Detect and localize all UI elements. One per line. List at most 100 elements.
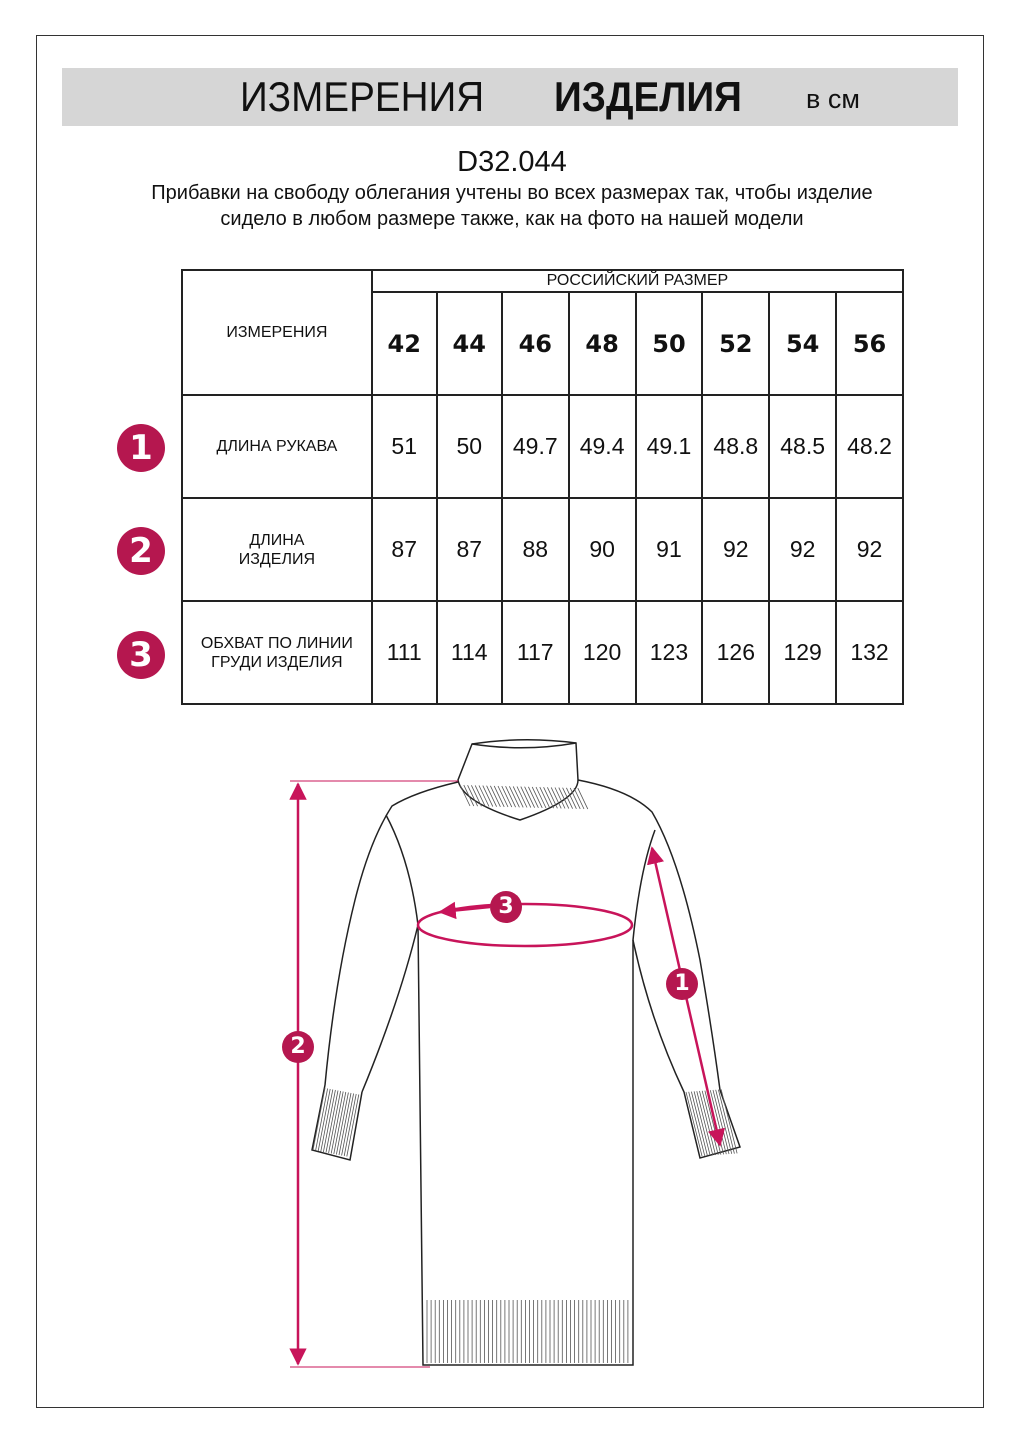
rib-line [501,785,513,808]
rib-line [317,1088,331,1152]
rib-line [524,786,535,808]
measurement-value: 87 [435,497,503,602]
rib-line [497,785,509,808]
rib-line [539,786,551,809]
rib-line [474,785,486,807]
rib-line [328,1090,341,1154]
rib-line [459,784,471,807]
rib-line [323,1089,336,1153]
rib-line [558,787,570,809]
row-label: ОБХВАТ ПО ЛИНИИ ГРУДИ ИЗДЕЛИЯ [181,600,373,705]
measurement-value: 91 [634,497,704,602]
title-regular: ИЗМЕРЕНИЯ [240,73,485,120]
row-label: ДЛИНА ИЗДЕЛИЯ [181,497,373,602]
rib-line [550,787,562,809]
size-table: ИЗМЕРЕНИЯ РОССИЙСКИЙ РАЗМЕР 42 44 46 48 50 52… [181,269,905,705]
product-code: D32.044 [457,146,567,178]
rib-line [528,786,539,808]
measurement-value: 49.7 [500,394,570,499]
measurement-value: 123 [634,600,704,705]
rib-line [482,785,494,807]
size-header: 44 [435,291,503,396]
dress-outline [311,738,741,1366]
rib-line [478,785,490,807]
rib-knit-texture [312,784,738,1363]
rib-line [467,785,478,807]
rib-line [336,1092,349,1155]
rib-line [505,786,516,808]
measurement-value: 48.5 [768,394,838,499]
size-header: 52 [701,291,771,396]
rib-line [535,786,547,809]
title-bold: ИЗДЕЛИЯ [554,73,742,120]
rib-line [325,1090,339,1153]
rib-line [577,787,589,810]
size-header: 56 [835,291,904,396]
fit-note: Прибавки на свободу облегания учтены во … [151,182,873,230]
rib-line [312,1087,326,1151]
rib-line [512,786,524,808]
measurement-value: 90 [567,497,637,602]
measurement-value: 120 [567,600,637,705]
measurement-value: 92 [835,497,904,602]
rib-line [554,787,566,809]
rib-line [509,786,520,808]
rib-line [543,787,554,809]
row-label: ДЛИНА РУКАВА [181,394,373,499]
measurement-value: 87 [370,497,438,602]
size-header: 42 [370,291,438,396]
unit-label: в см [806,84,860,114]
diagram-marker-1: 1 [666,968,698,1000]
measurement-value: 48.2 [835,394,904,499]
measurement-value: 92 [768,497,838,602]
measurement-value: 92 [701,497,771,602]
measurement-value: 126 [701,600,771,705]
rib-line [463,784,475,807]
rib-line [531,786,543,809]
chest-ellipse [416,902,634,948]
corner-label: ИЗМЕРЕНИЯ [181,269,373,396]
rib-line [569,787,581,810]
rib-line [486,785,497,807]
rib-line [493,785,505,808]
title-banner [62,68,958,126]
rib-line [338,1092,352,1156]
rib-line [320,1089,334,1152]
rib-line [520,786,532,808]
marker-badge-2: 2 [117,527,165,575]
size-header: 50 [634,291,704,396]
measurement-value: 129 [768,600,838,705]
rib-line [573,787,585,810]
rib-line [333,1091,347,1155]
size-header: 46 [500,291,570,396]
rib-line [516,786,528,808]
rib-line [315,1088,328,1151]
measurement-value: 51 [370,394,438,499]
marker-badge-3: 3 [117,631,165,679]
diagram-marker-3: 3 [490,891,522,923]
diagram-marker-2: 2 [282,1031,314,1063]
rib-line [330,1091,344,1154]
rib-line [471,785,482,807]
measurement-value: 88 [500,497,570,602]
marker-badge-1: 1 [117,424,165,472]
measurement-value: 117 [500,600,570,705]
page-frame [36,35,984,1408]
rib-line [346,1094,360,1157]
size-group-label: РОССИЙСКИЙ РАЗМЕР [370,269,905,293]
rib-line [566,787,577,809]
measurement-value: 49.4 [567,394,637,499]
size-header: 48 [567,291,637,396]
measurement-value: 114 [435,600,503,705]
measurement-value: 49.1 [634,394,704,499]
measurement-value: 132 [835,600,904,705]
rib-line [490,785,501,807]
rib-line [547,787,558,809]
rib-line [341,1093,354,1156]
measurement-guides [289,780,726,1368]
rib-line [343,1093,357,1157]
measurement-value: 111 [370,600,438,705]
size-header: 54 [768,291,838,396]
rib-line [562,787,573,809]
